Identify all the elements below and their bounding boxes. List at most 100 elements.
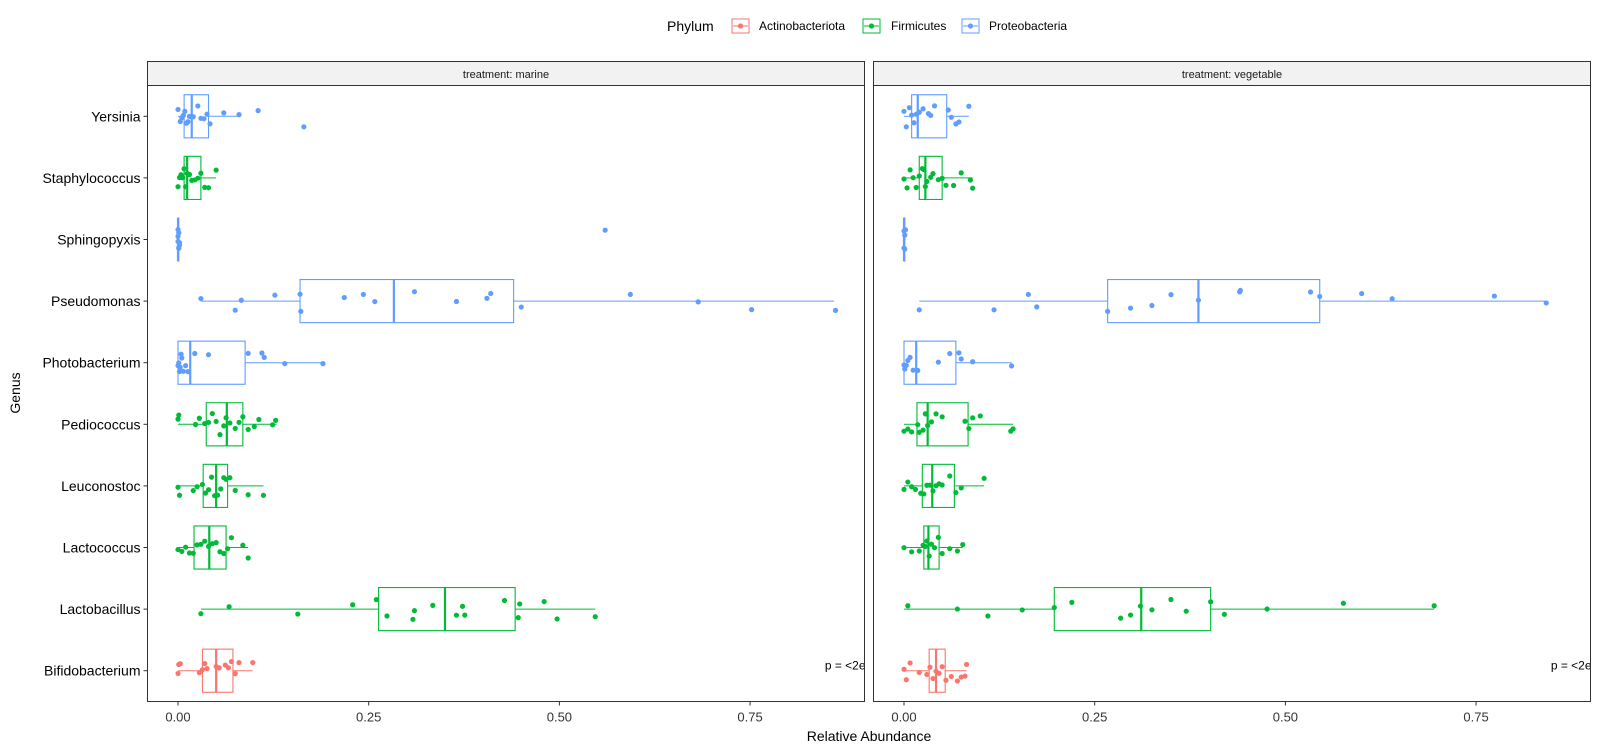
y-axis-title: Genus [7,372,23,413]
box-photobacterium [175,340,326,385]
y-tick-label-sphingopyxis: Sphingopyxis [57,232,140,248]
point-leuconostoc [194,484,200,490]
x-tick-label: 0.50 [547,710,572,725]
point-pediococcus [939,414,945,420]
box-pseudomonas [198,278,839,324]
point-bifidobacterium [216,665,222,671]
box-pediococcus [175,402,279,447]
point-pediococcus [251,423,257,430]
y-tick-label-leuconostoc: Leuconostoc [61,478,140,494]
point-photobacterium [915,367,921,374]
point-bifidobacterium [954,678,961,684]
point-photobacterium [192,350,198,357]
point-bifidobacterium [924,671,930,678]
x-tick-label: 0.00 [891,710,916,725]
legend-key-dot-firmicutes [868,23,875,29]
box-staphylococcus [175,155,219,201]
point-leuconostoc [912,486,919,492]
panel-background-vegetable [873,85,1591,702]
point-leuconostoc [909,484,915,490]
point-leuconostoc [981,475,987,481]
point-lactobacillus [1069,599,1075,605]
point-pseudomonas [1317,293,1323,300]
point-staphylococcus [183,184,189,190]
strip-label-marine: treatment: marine [463,69,549,81]
point-lactococcus [916,548,922,554]
box-pseudomonas [916,278,1549,324]
point-lactobacillus [1340,600,1346,606]
point-staphylococcus [213,167,219,173]
legend-label-firmicutes: Firmicutes [891,19,946,33]
point-pediococcus [966,425,972,432]
point-bifidobacterium [232,671,238,677]
point-lactobacillus [410,616,416,622]
point-staphylococcus [181,166,187,172]
point-staphylococcus [907,167,913,173]
point-yersinia [945,107,951,113]
point-yersinia [204,111,210,117]
point-photobacterium [261,354,267,360]
point-lactococcus [179,548,185,554]
box-yersinia [901,94,972,139]
iqr-box-lactobacillus [1053,586,1212,632]
point-yersinia [182,108,188,114]
point-bifidobacterium [939,664,945,670]
point-yersinia [207,121,213,127]
point-pediococcus [922,411,928,417]
legend-label-actinobacteriota: Actinobacteriota [759,19,845,33]
point-lactococcus [947,546,953,552]
point-staphylococcus [186,171,193,178]
point-pediococcus [933,411,939,417]
point-photobacterium [956,350,962,356]
point-bifidobacterium [204,666,210,672]
point-lactobacillus [411,608,418,614]
point-lactococcus [202,538,208,544]
facet-strip-vegetable: treatment: vegetable [873,61,1591,86]
facet-strip-marine: treatment: marine [147,61,865,86]
iqr-box-photobacterium [903,340,957,385]
y-tick-label-pseudomonas: Pseudomonas [51,293,141,309]
point-staphylococcus [175,184,181,190]
point-staphylococcus [198,170,204,176]
y-tick-label-lactococcus: Lactococcus [63,540,141,556]
point-photobacterium [910,367,916,373]
point-yersinia [185,119,191,125]
legend-key-actinobacteriota [731,18,750,34]
point-bifidobacterium [175,670,181,677]
point-yersinia [221,110,227,116]
point-staphylococcus [904,185,910,191]
point-yersinia [916,109,922,115]
point-pseudomonas [453,298,460,305]
point-yersinia [901,108,907,114]
point-staphylococcus [913,184,919,191]
box-leuconostoc [175,463,267,509]
point-pseudomonas [372,298,378,305]
point-lactobacillus [226,604,232,610]
y-tick-label-bifidobacterium: Bifidobacterium [44,663,141,679]
strip-label-vegetable: treatment: vegetable [1182,69,1282,81]
point-pediococcus [223,415,229,421]
point-lactococcus [901,545,907,551]
point-yersinia [180,112,186,118]
point-pseudomonas [488,290,494,297]
y-axis: Yersinia Staphylococcus Sphingopyxis Pseudo… [42,108,148,679]
point-lactobacillus [384,613,390,619]
x-tick-label: 0.75 [737,710,762,725]
point-yersinia [201,116,207,122]
box-staphylococcus [901,155,976,201]
p-value-annotation: p = <2e [825,659,866,673]
point-pseudomonas [411,289,418,295]
point-leuconostoc [939,482,945,488]
point-pediococcus [977,413,983,419]
point-lactobacillus [1221,611,1227,617]
point-leuconostoc [905,479,911,485]
iqr-box-lactobacillus [378,586,516,632]
point-pseudomonas [1025,291,1031,298]
point-lactobacillus [541,598,547,605]
point-bifidobacterium [962,673,968,679]
point-pediococcus [256,416,262,423]
iqr-box-pseudomonas [299,278,515,324]
point-staphylococcus [910,175,916,181]
point-staphylococcus [958,170,964,176]
